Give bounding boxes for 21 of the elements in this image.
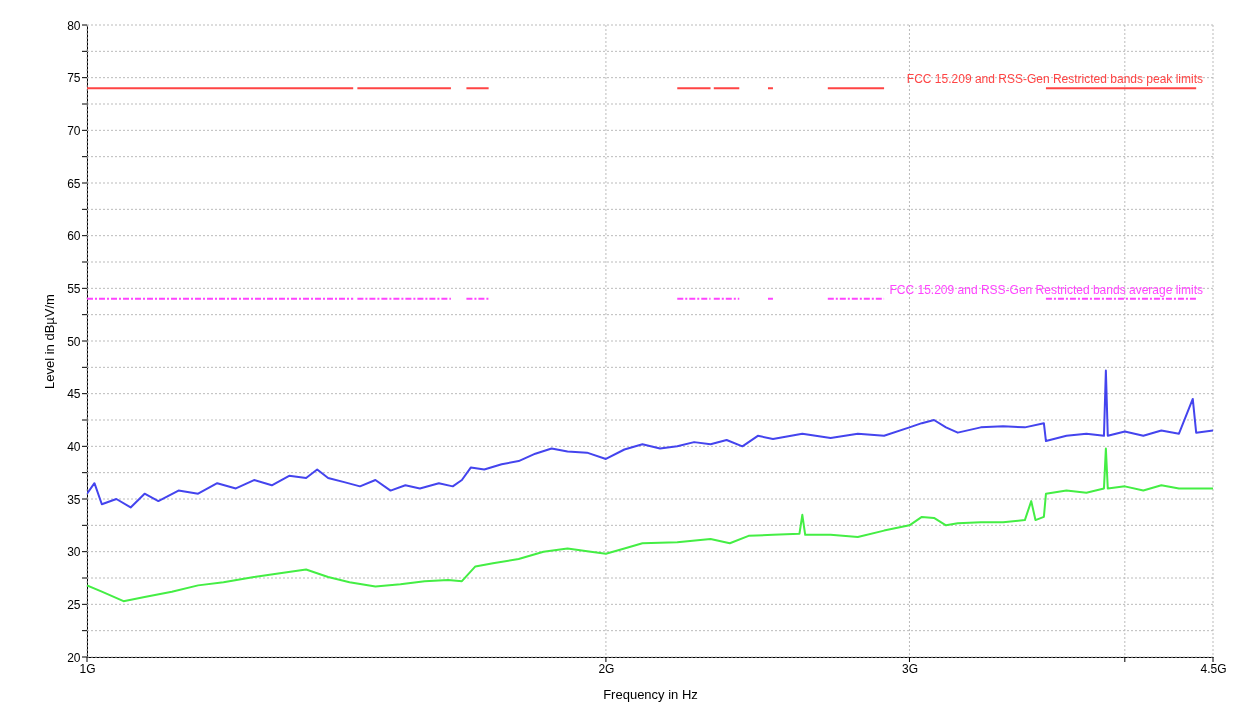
y-tick-label: 40 <box>67 439 81 454</box>
y-tick-label: 55 <box>67 281 81 296</box>
y-tick-label: 30 <box>67 545 81 560</box>
x-axis-title: Frequency in Hz <box>603 686 698 702</box>
y-tick-label: 75 <box>67 71 81 86</box>
x-tick-label: 2G <box>598 661 615 676</box>
x-tick-label: 4.5G <box>1200 661 1227 676</box>
x-tick-label: 3G <box>901 661 918 676</box>
y-tick-label: 65 <box>67 176 81 191</box>
y-tick-label: 25 <box>67 597 81 612</box>
y-tick-label: 70 <box>67 123 81 138</box>
x-tick-label: 1G <box>79 661 96 676</box>
y-tick-label: 45 <box>67 387 81 402</box>
y-axis-title: Level in dBµV/m <box>42 294 58 389</box>
annotation: FCC 15.209 and RSS-Gen Restricted bands average limits <box>889 282 1203 297</box>
annotation: FCC 15.209 and RSS-Gen Restricted bands peak limits <box>906 72 1203 87</box>
y-tick-label: 50 <box>67 334 81 349</box>
y-tick-label: 20 <box>67 650 81 665</box>
y-tick-label: 80 <box>67 18 81 33</box>
y-tick-label: 35 <box>67 492 81 507</box>
y-tick-label: 60 <box>67 229 81 244</box>
